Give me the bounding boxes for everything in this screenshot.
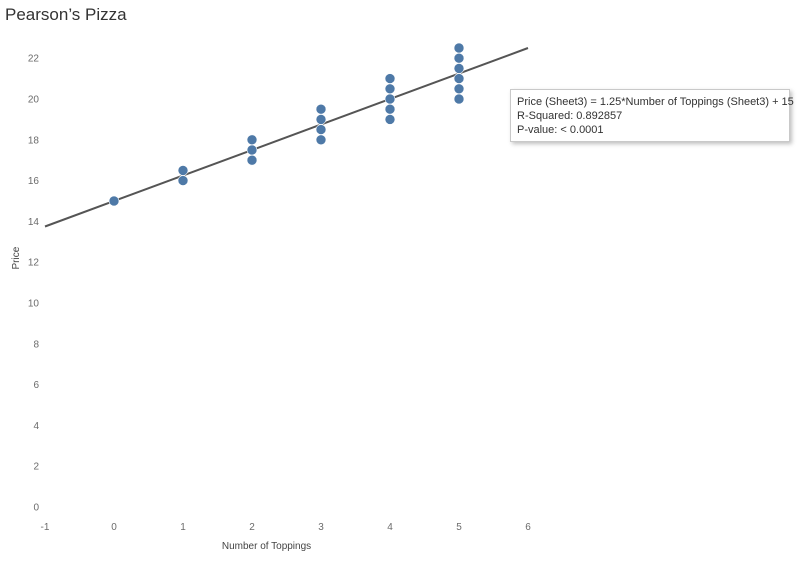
y-axis-title: Price bbox=[11, 246, 22, 269]
data-point[interactable] bbox=[384, 93, 396, 105]
y-tick-label: 18 bbox=[28, 135, 40, 146]
x-axis-title: Number of Toppings bbox=[222, 541, 311, 552]
x-tick-label: 3 bbox=[318, 522, 324, 533]
data-point[interactable] bbox=[453, 63, 465, 74]
y-tick-label: 4 bbox=[33, 421, 39, 432]
x-axis: -1 0 1 2 3 4 5 6 bbox=[41, 522, 532, 533]
y-tick-label: 0 bbox=[33, 503, 39, 514]
y-tick-label: 16 bbox=[28, 176, 40, 187]
data-point[interactable] bbox=[384, 103, 396, 115]
y-tick-label: 8 bbox=[33, 339, 39, 350]
y-tick-label: 14 bbox=[28, 217, 40, 228]
y-tick-label: 12 bbox=[28, 258, 40, 269]
data-point[interactable] bbox=[246, 134, 258, 146]
data-point[interactable] bbox=[453, 42, 465, 54]
data-points bbox=[108, 42, 465, 207]
tooltip-equation: Price (Sheet3) = 1.25*Number of Toppings… bbox=[517, 96, 794, 108]
data-point[interactable] bbox=[453, 73, 465, 84]
tooltip-r-squared: R-Squared: 0.892857 bbox=[517, 110, 623, 122]
y-axis: 0 2 4 6 8 10 12 14 16 18 20 22 bbox=[28, 54, 40, 514]
data-point[interactable] bbox=[246, 144, 258, 156]
data-point[interactable] bbox=[177, 175, 189, 186]
data-point[interactable] bbox=[315, 124, 327, 135]
y-tick-label: 6 bbox=[33, 380, 39, 391]
y-tick-label: 20 bbox=[28, 95, 40, 106]
chart-title: Pearson’s Pizza bbox=[5, 5, 127, 24]
trend-line[interactable] bbox=[44, 47, 529, 228]
data-point[interactable] bbox=[246, 154, 258, 166]
data-point[interactable] bbox=[453, 83, 465, 95]
tooltip-p-value: P-value: < 0.0001 bbox=[517, 124, 604, 136]
y-tick-label: 10 bbox=[28, 299, 40, 310]
x-tick-label: 5 bbox=[456, 522, 462, 533]
x-tick-label: 6 bbox=[525, 522, 531, 533]
data-point[interactable] bbox=[315, 103, 327, 115]
x-tick-label: 2 bbox=[249, 522, 255, 533]
x-tick-label: 4 bbox=[387, 522, 393, 533]
y-tick-label: 22 bbox=[28, 54, 40, 65]
data-point[interactable] bbox=[315, 134, 327, 146]
data-point[interactable] bbox=[315, 114, 327, 125]
trend-line-tooltip: Price (Sheet3) = 1.25*Number of Toppings… bbox=[510, 89, 794, 142]
data-point[interactable] bbox=[384, 83, 396, 95]
data-point[interactable] bbox=[108, 195, 120, 207]
data-point[interactable] bbox=[453, 52, 465, 64]
x-tick-label: -1 bbox=[41, 522, 50, 533]
y-tick-label: 2 bbox=[33, 462, 39, 473]
x-tick-label: 0 bbox=[111, 522, 117, 533]
data-point[interactable] bbox=[177, 165, 189, 176]
data-point[interactable] bbox=[384, 73, 396, 84]
x-tick-label: 1 bbox=[180, 522, 186, 533]
data-point[interactable] bbox=[384, 114, 396, 125]
data-point[interactable] bbox=[453, 93, 465, 105]
